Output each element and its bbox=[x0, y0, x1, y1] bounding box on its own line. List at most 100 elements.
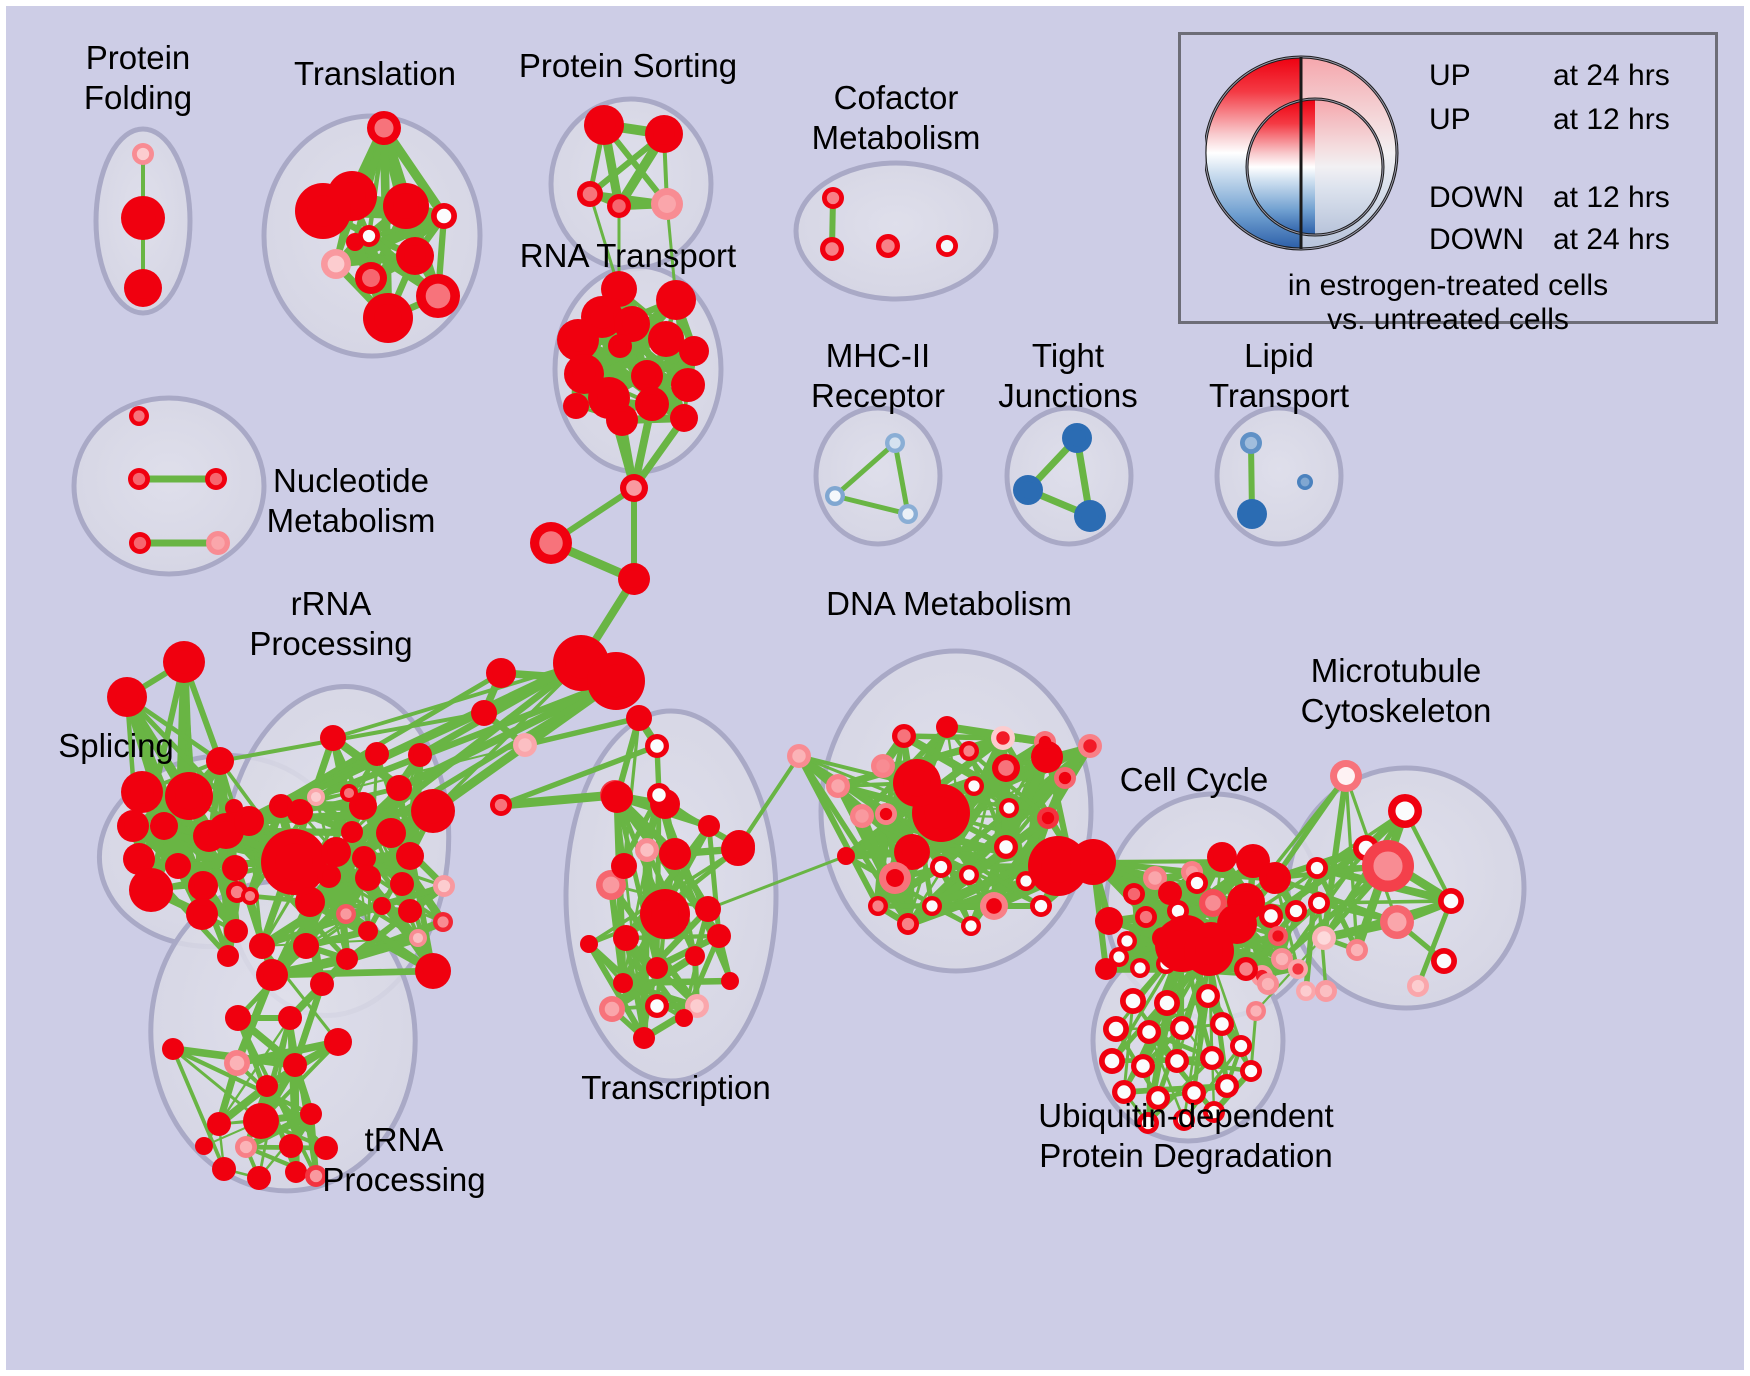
network-node[interactable] bbox=[398, 899, 422, 923]
network-node[interactable] bbox=[587, 652, 645, 710]
network-node[interactable] bbox=[695, 896, 721, 922]
network-node[interactable] bbox=[1306, 857, 1328, 879]
network-node[interactable] bbox=[336, 904, 356, 924]
network-node[interactable] bbox=[685, 946, 705, 966]
network-node[interactable] bbox=[959, 865, 979, 885]
network-node[interactable] bbox=[1070, 839, 1116, 885]
network-node[interactable] bbox=[1117, 931, 1137, 951]
network-node[interactable] bbox=[365, 742, 389, 766]
network-node[interactable] bbox=[224, 919, 248, 943]
network-node[interactable] bbox=[645, 115, 683, 153]
network-node[interactable] bbox=[1199, 889, 1227, 917]
network-node[interactable] bbox=[256, 959, 288, 991]
network-node[interactable] bbox=[261, 829, 327, 895]
network-node[interactable] bbox=[1131, 1054, 1155, 1078]
network-node[interactable] bbox=[868, 896, 888, 916]
network-node[interactable] bbox=[826, 774, 850, 798]
network-node[interactable] bbox=[390, 872, 414, 896]
network-node[interactable] bbox=[1037, 807, 1059, 829]
network-node[interactable] bbox=[656, 280, 696, 320]
network-node[interactable] bbox=[165, 772, 213, 820]
network-node[interactable] bbox=[1170, 1016, 1194, 1040]
network-node[interactable] bbox=[1438, 888, 1464, 914]
network-node[interactable] bbox=[964, 776, 984, 796]
network-node[interactable] bbox=[320, 725, 346, 751]
network-node[interactable] bbox=[324, 1028, 352, 1056]
network-node[interactable] bbox=[1173, 1109, 1195, 1131]
network-node[interactable] bbox=[358, 921, 378, 941]
network-node[interactable] bbox=[1297, 474, 1313, 490]
network-node[interactable] bbox=[679, 336, 709, 366]
network-node[interactable] bbox=[1031, 741, 1063, 773]
network-node[interactable] bbox=[631, 360, 663, 392]
network-node[interactable] bbox=[205, 468, 227, 490]
network-node[interactable] bbox=[123, 843, 155, 875]
network-node[interactable] bbox=[1259, 862, 1291, 894]
network-node[interactable] bbox=[409, 929, 427, 947]
network-node[interactable] bbox=[1095, 958, 1117, 980]
network-node[interactable] bbox=[1312, 926, 1336, 950]
network-node[interactable] bbox=[186, 898, 218, 930]
network-node[interactable] bbox=[645, 994, 669, 1018]
network-node[interactable] bbox=[626, 705, 652, 731]
network-node[interactable] bbox=[279, 1134, 303, 1158]
network-node[interactable] bbox=[671, 368, 705, 402]
network-node[interactable] bbox=[611, 853, 637, 879]
network-node[interactable] bbox=[961, 916, 981, 936]
network-node[interactable] bbox=[129, 532, 151, 554]
network-node[interactable] bbox=[787, 744, 811, 768]
network-node[interactable] bbox=[222, 855, 248, 881]
network-node[interactable] bbox=[936, 716, 958, 738]
network-node[interactable] bbox=[875, 803, 897, 825]
network-node[interactable] bbox=[530, 522, 572, 564]
network-node[interactable] bbox=[557, 319, 599, 361]
network-node[interactable] bbox=[1103, 1016, 1129, 1042]
network-node[interactable] bbox=[367, 111, 401, 145]
network-node[interactable] bbox=[820, 237, 844, 261]
network-node[interactable] bbox=[431, 203, 457, 229]
network-node[interactable] bbox=[1146, 1086, 1170, 1110]
network-node[interactable] bbox=[1182, 1081, 1206, 1105]
network-node[interactable] bbox=[1240, 432, 1262, 454]
network-node[interactable] bbox=[1074, 500, 1106, 532]
network-node[interactable] bbox=[1130, 958, 1150, 978]
network-node[interactable] bbox=[1431, 948, 1457, 974]
network-node[interactable] bbox=[959, 741, 979, 761]
network-node[interactable] bbox=[1268, 926, 1288, 946]
network-node[interactable] bbox=[283, 1053, 307, 1077]
network-node[interactable] bbox=[721, 972, 739, 990]
network-node[interactable] bbox=[349, 792, 377, 820]
network-node[interactable] bbox=[207, 1112, 231, 1136]
network-node[interactable] bbox=[633, 1027, 655, 1049]
network-node[interactable] bbox=[376, 818, 406, 848]
network-node[interactable] bbox=[1203, 1101, 1225, 1123]
network-node[interactable] bbox=[1030, 895, 1052, 917]
network-node[interactable] bbox=[165, 853, 191, 879]
network-node[interactable] bbox=[1230, 1035, 1252, 1057]
network-node[interactable] bbox=[1099, 1048, 1125, 1074]
network-node[interactable] bbox=[1285, 900, 1307, 922]
network-node[interactable] bbox=[1246, 1001, 1266, 1021]
network-node[interactable] bbox=[885, 433, 905, 453]
network-node[interactable] bbox=[1315, 980, 1337, 1002]
network-node[interactable] bbox=[1154, 990, 1180, 1016]
network-node[interactable] bbox=[1165, 1049, 1189, 1073]
network-node[interactable] bbox=[1186, 872, 1208, 894]
network-node[interactable] bbox=[355, 865, 381, 891]
network-node[interactable] bbox=[1143, 866, 1167, 890]
network-node[interactable] bbox=[898, 504, 918, 524]
network-node[interactable] bbox=[121, 771, 163, 813]
network-node[interactable] bbox=[1257, 973, 1279, 995]
network-node[interactable] bbox=[685, 994, 709, 1018]
network-node[interactable] bbox=[1380, 905, 1414, 939]
network-node[interactable] bbox=[373, 897, 391, 915]
network-node[interactable] bbox=[314, 1136, 338, 1160]
network-node[interactable] bbox=[1346, 939, 1368, 961]
network-node[interactable] bbox=[659, 838, 691, 870]
network-node[interactable] bbox=[247, 1166, 271, 1190]
network-node[interactable] bbox=[310, 972, 334, 996]
network-node[interactable] bbox=[635, 387, 669, 421]
network-node[interactable] bbox=[396, 842, 424, 870]
network-node[interactable] bbox=[129, 406, 149, 426]
network-node[interactable] bbox=[1054, 767, 1076, 789]
